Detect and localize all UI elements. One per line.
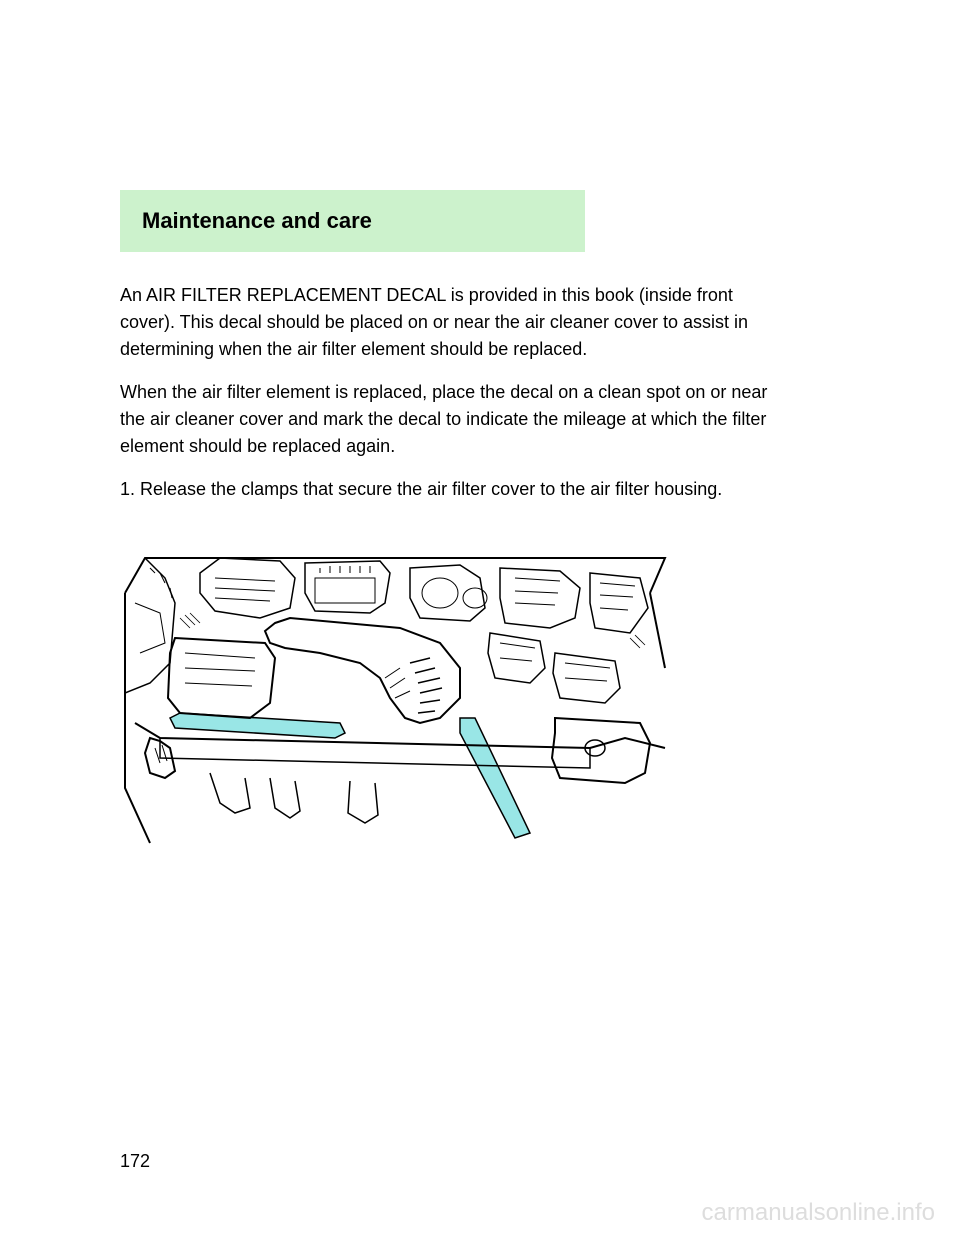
engine-diagram — [120, 523, 670, 853]
section-header-title: Maintenance and care — [142, 208, 563, 234]
step-1-text: 1. Release the clamps that secure the ai… — [120, 476, 780, 503]
instruction-paragraph: When the air filter element is replaced,… — [120, 379, 780, 460]
section-header-box: Maintenance and care — [120, 190, 585, 252]
air-filter-diagram-svg — [120, 523, 670, 853]
page-number: 172 — [120, 1151, 150, 1172]
watermark-text: carmanualsonline.info — [702, 1199, 935, 1227]
page-container: Maintenance and care An AIR FILTER REPLA… — [0, 0, 960, 853]
intro-paragraph: An AIR FILTER REPLACEMENT DECAL is provi… — [120, 282, 780, 363]
